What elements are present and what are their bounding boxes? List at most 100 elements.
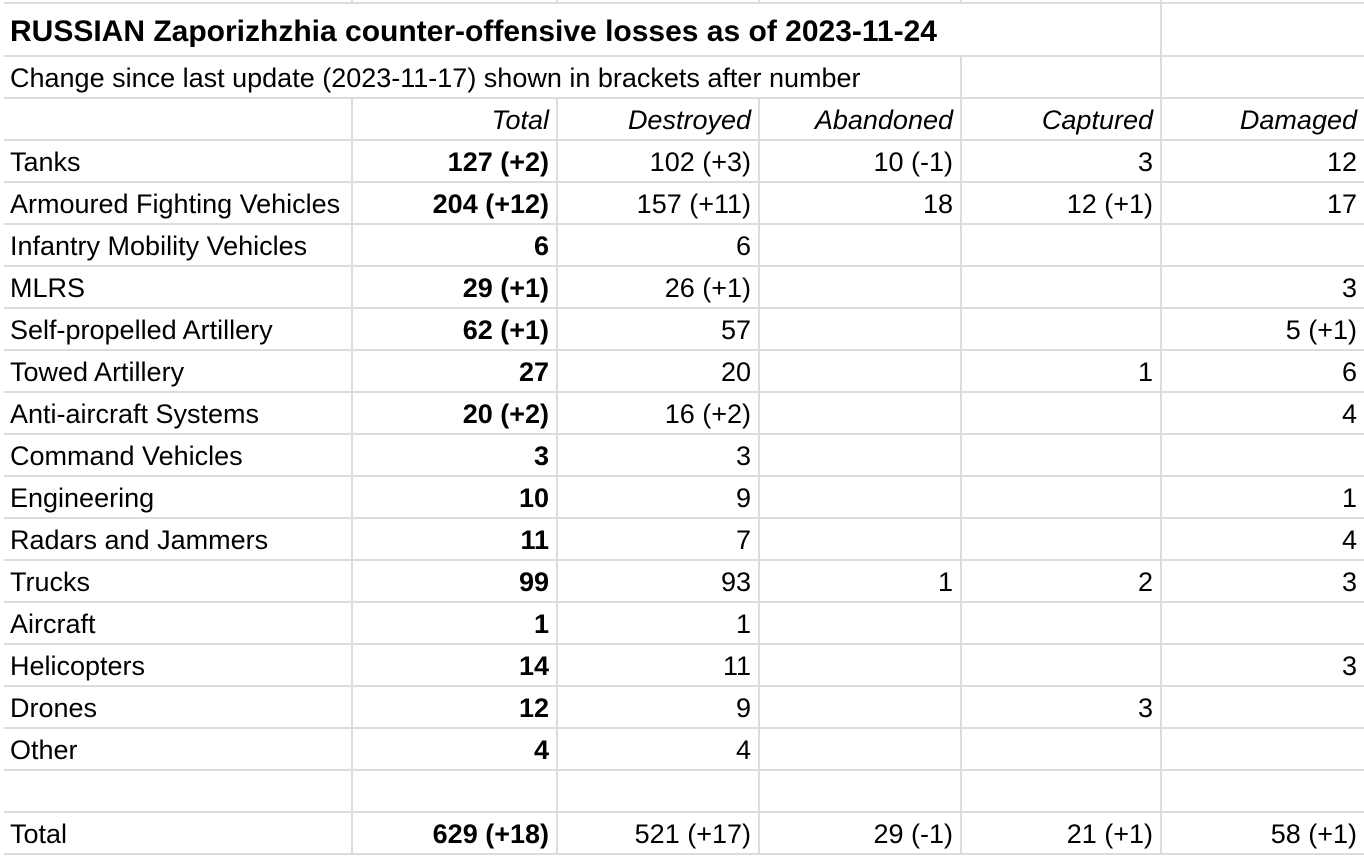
cell-damaged[interactable]: 4: [1161, 518, 1364, 561]
cell-destroyed[interactable]: 102 (+3): [557, 140, 760, 183]
cell-captured[interactable]: 21 (+1): [961, 812, 1162, 855]
column-header-total[interactable]: Total: [352, 98, 558, 141]
empty-cell[interactable]: [352, 770, 558, 813]
row-label-cell[interactable]: Infantry Mobility Vehicles: [4, 224, 353, 267]
cell-destroyed[interactable]: 26 (+1): [557, 266, 760, 309]
row-label-cell[interactable]: Trucks: [4, 560, 353, 603]
cell-captured[interactable]: 3: [961, 686, 1162, 729]
cell-destroyed[interactable]: 20: [557, 350, 760, 393]
cell-abandoned[interactable]: [759, 686, 962, 729]
cell-abandoned[interactable]: [759, 518, 962, 561]
cell-captured[interactable]: [961, 602, 1162, 645]
cell-damaged[interactable]: 3: [1161, 644, 1364, 687]
empty-cell[interactable]: [759, 770, 962, 813]
cell-captured[interactable]: [961, 728, 1162, 771]
cell-destroyed[interactable]: 157 (+11): [557, 182, 760, 225]
cell-damaged[interactable]: [1161, 602, 1364, 645]
empty-cell[interactable]: [1161, 0, 1364, 4]
sheet-subtitle-cell[interactable]: Change since last update (2023-11-17) sh…: [4, 56, 962, 99]
cell-damaged[interactable]: [1161, 224, 1364, 267]
cell-total[interactable]: 62 (+1): [352, 308, 558, 351]
cell-total[interactable]: 204 (+12): [352, 182, 558, 225]
cell-total[interactable]: 6: [352, 224, 558, 267]
empty-cell[interactable]: [961, 0, 1162, 4]
cell-abandoned[interactable]: [759, 224, 962, 267]
cell-damaged[interactable]: 1: [1161, 476, 1364, 519]
cell-total[interactable]: 11: [352, 518, 558, 561]
row-label-cell[interactable]: Engineering: [4, 476, 353, 519]
cell-destroyed[interactable]: 521 (+17): [557, 812, 760, 855]
row-label-cell[interactable]: Helicopters: [4, 644, 353, 687]
cell-abandoned[interactable]: 1: [759, 560, 962, 603]
cell-destroyed[interactable]: 1: [557, 602, 760, 645]
cell-destroyed[interactable]: 9: [557, 686, 760, 729]
cell-captured[interactable]: [961, 434, 1162, 477]
empty-cell[interactable]: [352, 0, 558, 4]
cell-captured[interactable]: 2: [961, 560, 1162, 603]
cell-damaged[interactable]: 58 (+1): [1161, 812, 1364, 855]
row-label-cell[interactable]: Aircraft: [4, 602, 353, 645]
empty-cell[interactable]: [1161, 56, 1364, 99]
cell-abandoned[interactable]: 10 (-1): [759, 140, 962, 183]
row-label-cell[interactable]: MLRS: [4, 266, 353, 309]
cell-damaged[interactable]: [1161, 728, 1364, 771]
cell-captured[interactable]: [961, 518, 1162, 561]
cell-destroyed[interactable]: 4: [557, 728, 760, 771]
cell-abandoned[interactable]: [759, 602, 962, 645]
cell-abandoned[interactable]: [759, 308, 962, 351]
cell-destroyed[interactable]: 11: [557, 644, 760, 687]
cell-destroyed[interactable]: 16 (+2): [557, 392, 760, 435]
empty-cell[interactable]: [1161, 3, 1364, 57]
row-label-cell[interactable]: Armoured Fighting Vehicles: [4, 182, 353, 225]
cell-abandoned[interactable]: [759, 644, 962, 687]
column-header-abandoned[interactable]: Abandoned: [759, 98, 962, 141]
cell-abandoned[interactable]: [759, 392, 962, 435]
cell-damaged[interactable]: 12: [1161, 140, 1364, 183]
empty-cell[interactable]: [4, 98, 353, 141]
cell-abandoned[interactable]: [759, 266, 962, 309]
cell-captured[interactable]: [961, 224, 1162, 267]
cell-total[interactable]: 10: [352, 476, 558, 519]
cell-total[interactable]: 127 (+2): [352, 140, 558, 183]
cell-total[interactable]: 1: [352, 602, 558, 645]
empty-cell[interactable]: [961, 56, 1162, 99]
cell-total[interactable]: 99: [352, 560, 558, 603]
empty-cell[interactable]: [4, 0, 353, 4]
cell-captured[interactable]: [961, 476, 1162, 519]
cell-destroyed[interactable]: 57: [557, 308, 760, 351]
cell-captured[interactable]: 3: [961, 140, 1162, 183]
cell-destroyed[interactable]: 93: [557, 560, 760, 603]
empty-cell[interactable]: [4, 770, 353, 813]
cell-total[interactable]: 27: [352, 350, 558, 393]
cell-captured[interactable]: 1: [961, 350, 1162, 393]
row-label-cell[interactable]: Other: [4, 728, 353, 771]
cell-destroyed[interactable]: 9: [557, 476, 760, 519]
column-header-damaged[interactable]: Damaged: [1161, 98, 1364, 141]
cell-damaged[interactable]: 6: [1161, 350, 1364, 393]
row-label-cell[interactable]: Anti-aircraft Systems: [4, 392, 353, 435]
cell-captured[interactable]: [961, 392, 1162, 435]
column-header-destroyed[interactable]: Destroyed: [557, 98, 760, 141]
empty-cell[interactable]: [557, 0, 760, 4]
cell-damaged[interactable]: 17: [1161, 182, 1364, 225]
cell-total[interactable]: 29 (+1): [352, 266, 558, 309]
empty-cell[interactable]: [961, 770, 1162, 813]
cell-total[interactable]: 14: [352, 644, 558, 687]
cell-damaged[interactable]: 3: [1161, 560, 1364, 603]
cell-total[interactable]: 4: [352, 728, 558, 771]
row-label-cell[interactable]: Total: [4, 812, 353, 855]
cell-abandoned[interactable]: [759, 350, 962, 393]
cell-abandoned[interactable]: 18: [759, 182, 962, 225]
empty-cell[interactable]: [759, 0, 962, 4]
cell-captured[interactable]: [961, 644, 1162, 687]
cell-total[interactable]: 3: [352, 434, 558, 477]
empty-cell[interactable]: [1161, 770, 1364, 813]
cell-abandoned[interactable]: 29 (-1): [759, 812, 962, 855]
cell-damaged[interactable]: 5 (+1): [1161, 308, 1364, 351]
cell-destroyed[interactable]: 6: [557, 224, 760, 267]
cell-total[interactable]: 20 (+2): [352, 392, 558, 435]
cell-abandoned[interactable]: [759, 476, 962, 519]
row-label-cell[interactable]: Tanks: [4, 140, 353, 183]
row-label-cell[interactable]: Radars and Jammers: [4, 518, 353, 561]
cell-captured[interactable]: 12 (+1): [961, 182, 1162, 225]
